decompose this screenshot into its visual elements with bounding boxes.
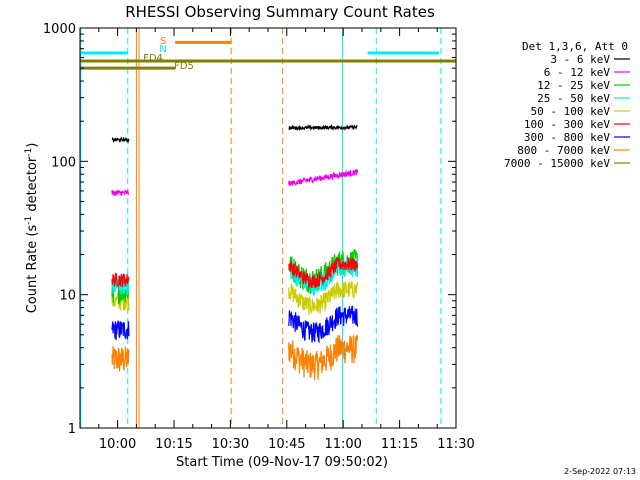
series-line (111, 345, 130, 372)
x-tick-label: 10:30 (212, 437, 249, 452)
status-label: FD4 (143, 53, 163, 64)
y-tick-label: 10 (59, 289, 76, 304)
series-line (111, 320, 130, 341)
legend-entry-label: 6 - 12 keV (544, 66, 611, 79)
x-tick-label: 11:00 (324, 437, 361, 452)
series-line (288, 280, 359, 315)
x-tick-label: 10:00 (99, 437, 136, 452)
series-line (111, 272, 130, 287)
x-tick-label: 10:45 (268, 437, 305, 452)
x-axis-label: Start Time (09-Nov-17 09:50:02) (176, 455, 388, 470)
y-axis-label-mid: detector (25, 156, 40, 216)
status-label: N (159, 44, 166, 55)
legend-entry-label: 12 - 25 keV (537, 79, 610, 92)
series-line (111, 188, 130, 197)
status-label: FD5 (174, 61, 194, 72)
legend-entry-label: 50 - 100 keV (531, 105, 611, 118)
legend-entry-label: 25 - 50 keV (537, 92, 610, 105)
axes: 1 10 100 1000 10:00 10:15 10:30 10:45 11:00 11:15… (43, 22, 475, 452)
timestamp: 2-Sep-2022 07:13 (564, 467, 636, 476)
y-axis-label-end: ) (25, 143, 40, 148)
y-axis-label-sup2: -1 (24, 148, 34, 157)
series-line (288, 257, 359, 289)
y-tick-label: 1000 (43, 22, 76, 37)
legend-title: Det 1,3,6, Att 0 (522, 40, 628, 53)
x-tick-label: 11:15 (381, 437, 418, 452)
series-line (288, 334, 359, 381)
y-axis-label-main: Count Rate (s (25, 225, 40, 314)
series-line (288, 168, 359, 187)
series-line (288, 123, 358, 132)
series-line (111, 292, 130, 311)
x-tick-label: 11:30 (437, 437, 474, 452)
x-tick-label: 10:15 (155, 437, 192, 452)
legend-entry-label: 300 - 800 keV (524, 131, 610, 144)
y-axis-label-sup1: -1 (24, 216, 34, 225)
chart-title: RHESSI Observing Summary Count Rates (125, 3, 435, 21)
legend-entry-label: 100 - 300 keV (524, 118, 610, 131)
status-label: S (160, 36, 166, 47)
series-line (288, 305, 359, 344)
legend-entry-label: 7000 - 15000 keV (504, 157, 610, 170)
y-axis-label: Count Rate (s-1 detector-1) (24, 143, 40, 314)
y-tick-label: 1 (68, 422, 76, 437)
series-line (111, 136, 130, 144)
legend-entry-label: 3 - 6 keV (550, 53, 610, 66)
legend-entry-label: 800 - 7000 keV (517, 144, 610, 157)
y-tick-label: 100 (51, 155, 76, 170)
